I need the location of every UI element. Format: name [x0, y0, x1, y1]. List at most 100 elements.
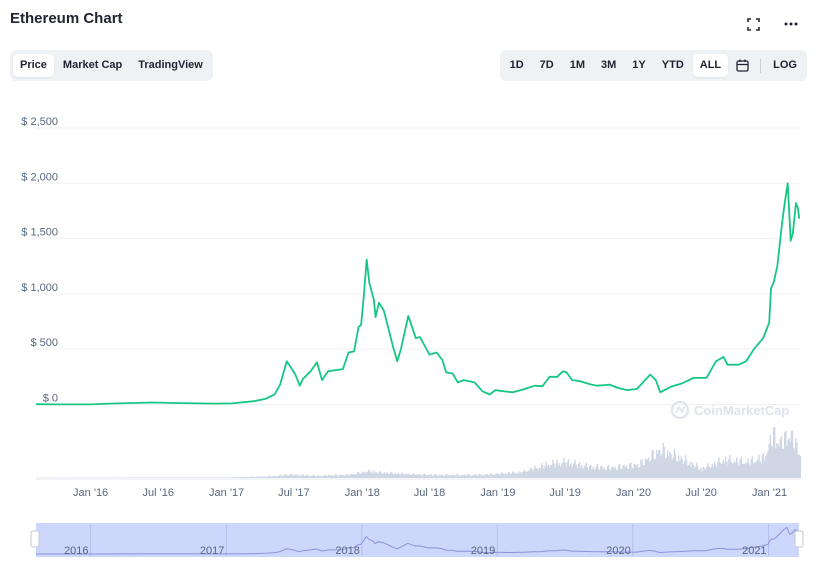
volume-bar [680, 456, 682, 478]
tab-market-cap[interactable]: Market Cap [62, 59, 123, 71]
volume-bar [118, 477, 120, 478]
volume-bar [234, 477, 236, 478]
volume-bar [791, 430, 794, 478]
volume-bar [594, 469, 596, 478]
volume-bar [469, 475, 472, 478]
volume-bar [505, 473, 507, 478]
calendar-icon[interactable] [730, 54, 755, 77]
volume-bar [635, 465, 638, 478]
volume-bar [362, 472, 365, 478]
volume-bar [470, 475, 473, 478]
volume-bar [429, 475, 431, 478]
volume-bar [334, 474, 337, 478]
x-tick-label: Jan '17 [209, 487, 244, 499]
volume-bar [578, 462, 581, 478]
view-tabs: Price Market Cap TradingView [10, 50, 213, 81]
volume-bar [745, 462, 747, 478]
volume-bar [190, 477, 193, 478]
volume-bar [246, 476, 249, 478]
volume-bar [271, 476, 273, 478]
navigator-right-handle[interactable] [794, 530, 804, 548]
volume-bar [664, 458, 667, 478]
volume-bar [272, 475, 274, 478]
volume-bar [338, 475, 340, 478]
navigator-year-dividers [90, 524, 770, 556]
volume-bar [286, 474, 289, 478]
volume-bar [129, 477, 132, 478]
volume-bar [358, 472, 360, 478]
more-horizontal-icon[interactable] [781, 14, 801, 34]
volume-bar [401, 472, 404, 478]
volume-bar [700, 467, 702, 478]
range-3m[interactable]: 3M [601, 59, 617, 71]
volume-bar [671, 459, 673, 478]
volume-bar [408, 473, 410, 478]
volume-bar [471, 474, 474, 478]
volume-bar [766, 453, 768, 478]
volume-bar [376, 472, 378, 478]
volume-bar [389, 473, 391, 478]
volume-bar [484, 475, 486, 478]
volume-bar [299, 475, 301, 478]
volume-bar [653, 460, 655, 478]
volume-bar [666, 449, 669, 478]
volume-bar [151, 477, 154, 478]
expand-icon[interactable] [743, 14, 763, 34]
navigator-left-handle[interactable] [30, 530, 40, 548]
range-1d[interactable]: 1D [509, 59, 524, 71]
range-navigator[interactable]: 2016 2017 2018 2019 2020 2021 [30, 523, 804, 557]
x-axis-labels: Jan '16 Jul '16 Jan '17 Jul '17 Jan '18 Jul '… [73, 487, 787, 499]
volume-bar [442, 475, 445, 478]
volume-bar [487, 475, 489, 478]
x-tick-label: Jul '19 [549, 487, 580, 499]
range-1m[interactable]: 1M [569, 59, 586, 71]
volume-bar [683, 461, 686, 478]
volume-bar [283, 474, 285, 478]
volume-bar [663, 446, 666, 478]
volume-bar [500, 472, 503, 478]
volume-bar [478, 473, 480, 478]
volume-bar [575, 464, 577, 478]
volume-bar [733, 460, 736, 478]
volume-bar [364, 472, 367, 478]
volume-bar [335, 474, 338, 478]
volume-bar [506, 474, 508, 478]
range-7d[interactable]: 7D [539, 59, 554, 71]
volume-bar [752, 463, 755, 478]
range-ytd[interactable]: YTD [661, 59, 684, 71]
range-all[interactable]: ALL [692, 54, 729, 77]
range-1y[interactable]: 1Y [632, 59, 646, 71]
volume-bar [465, 475, 467, 478]
volume-bar [763, 460, 766, 478]
tab-tradingview[interactable]: TradingView [138, 59, 203, 71]
volume-bar [348, 475, 350, 478]
volume-bar [398, 474, 400, 478]
volume-bar [417, 474, 419, 478]
volume-bar [724, 456, 727, 478]
volume-bar [326, 475, 329, 478]
volume-bar [551, 465, 553, 478]
tab-price[interactable]: Price [13, 54, 54, 77]
volume-bar [311, 476, 313, 478]
volume-bar [581, 465, 583, 478]
volume-bar [397, 473, 399, 478]
volume-bar [274, 476, 276, 478]
volume-bar [365, 472, 368, 478]
x-tick-label: Jan '21 [752, 487, 787, 499]
volume-bar [685, 459, 688, 478]
volume-bar [629, 462, 631, 478]
log-toggle[interactable]: LOG [773, 59, 797, 71]
x-tick-label: Jan '16 [73, 487, 108, 499]
volume-bar [240, 476, 242, 478]
volume-bar [716, 466, 718, 478]
volume-bar [381, 473, 383, 478]
volume-bar [293, 475, 295, 478]
volume-bar [720, 463, 722, 478]
volume-bar [399, 474, 401, 478]
volume-bar [518, 471, 521, 478]
volume-bar [489, 473, 492, 478]
volume-bar [755, 462, 757, 478]
volume-bar [792, 447, 795, 478]
volume-bar [561, 464, 563, 478]
